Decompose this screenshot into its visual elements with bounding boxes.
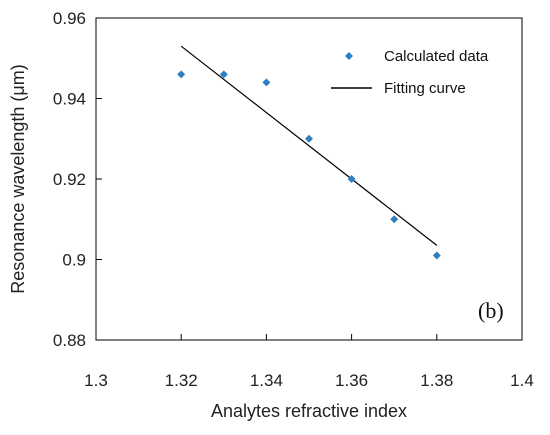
y-axis-ticks — [96, 17, 102, 341]
x-tick-label: 1.38 — [420, 371, 453, 390]
y-tick-label: 0.94 — [53, 90, 86, 109]
panel-label: (b) — [478, 298, 504, 323]
x-axis-ticks — [95, 334, 523, 340]
data-point — [177, 70, 186, 79]
legend-label-calculated-data: Calculated data — [384, 48, 489, 65]
y-tick-label: 0.92 — [53, 170, 86, 189]
y-axis-tick-labels: 0.88 0.9 0.92 0.94 0.96 — [53, 9, 86, 350]
x-axis-tick-labels: 1.3 1.32 1.34 1.36 1.38 1.4 — [84, 371, 534, 390]
legend-marker-calculated-data — [345, 52, 353, 60]
x-tick-label: 1.32 — [165, 371, 198, 390]
plot-frame — [95, 17, 523, 341]
y-tick-label: 0.96 — [53, 9, 86, 28]
data-point — [305, 134, 313, 143]
data-point — [262, 78, 271, 87]
x-tick-label: 1.4 — [510, 371, 534, 390]
series-layer — [177, 45, 441, 260]
y-tick-label: 0.9 — [62, 251, 86, 270]
x-tick-label: 1.34 — [250, 371, 283, 390]
legend-label-fitting-curve: Fitting curve — [384, 80, 466, 97]
data-point — [347, 175, 356, 183]
x-tick-label: 1.36 — [335, 371, 368, 390]
data-point — [432, 251, 441, 260]
data-point — [390, 215, 399, 224]
y-tick-label: 0.88 — [53, 331, 86, 350]
legend: Calculated data Fitting curve — [331, 48, 489, 97]
fitting-curve-line — [180, 45, 438, 246]
x-tick-label: 1.3 — [84, 371, 108, 390]
data-point — [219, 70, 228, 79]
x-axis-title: Analytes refractive index — [211, 401, 407, 421]
y-axis-title: Resonance wavelength (μm) — [8, 64, 28, 293]
